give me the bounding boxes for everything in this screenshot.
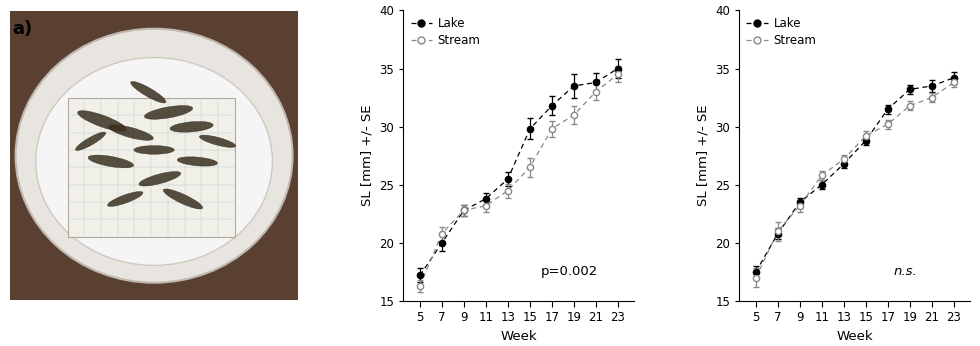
Ellipse shape bbox=[75, 132, 106, 151]
Legend: Lake, Stream: Lake, Stream bbox=[406, 13, 485, 52]
Ellipse shape bbox=[200, 135, 236, 147]
Ellipse shape bbox=[134, 146, 174, 154]
Bar bbox=[68, 98, 235, 237]
Ellipse shape bbox=[88, 155, 133, 168]
X-axis label: Week: Week bbox=[837, 330, 873, 343]
Ellipse shape bbox=[144, 106, 193, 119]
Ellipse shape bbox=[109, 125, 153, 140]
Y-axis label: SL [mm] +/- SE: SL [mm] +/- SE bbox=[361, 105, 374, 207]
Ellipse shape bbox=[139, 172, 180, 186]
Ellipse shape bbox=[16, 29, 293, 283]
Ellipse shape bbox=[108, 192, 143, 207]
Ellipse shape bbox=[164, 189, 203, 209]
Ellipse shape bbox=[77, 111, 126, 131]
Ellipse shape bbox=[36, 57, 272, 265]
Text: p=0.002: p=0.002 bbox=[541, 265, 598, 279]
Text: n.s.: n.s. bbox=[894, 265, 917, 279]
Y-axis label: SL [mm] +/- SE: SL [mm] +/- SE bbox=[697, 105, 710, 207]
Legend: Lake, Stream: Lake, Stream bbox=[742, 13, 821, 52]
Ellipse shape bbox=[171, 121, 214, 132]
Ellipse shape bbox=[130, 81, 166, 103]
Text: a): a) bbox=[13, 20, 33, 38]
X-axis label: Week: Week bbox=[501, 330, 537, 343]
Ellipse shape bbox=[177, 157, 218, 166]
